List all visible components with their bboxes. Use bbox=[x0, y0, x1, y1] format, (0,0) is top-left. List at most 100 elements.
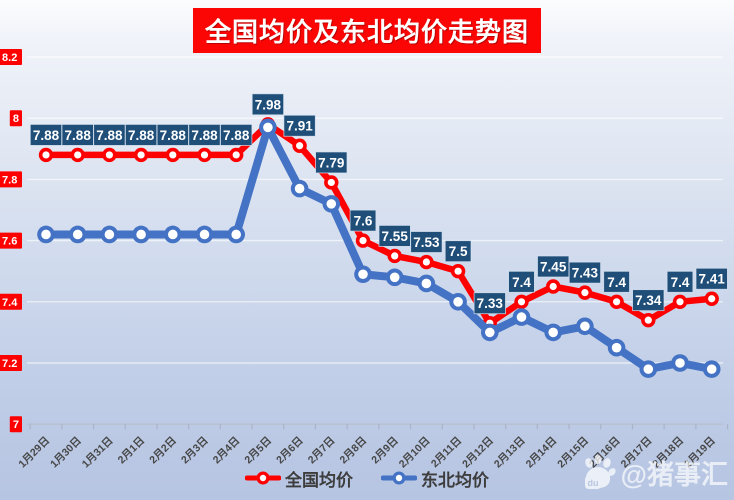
x-axis-label: 2月8日 bbox=[338, 435, 370, 467]
national-point-center bbox=[613, 298, 621, 306]
data-label-box bbox=[349, 209, 377, 232]
national-point-center bbox=[232, 151, 240, 159]
x-axis-label: 1月29日 bbox=[16, 435, 52, 471]
y-tick-label: 7.4 bbox=[2, 297, 18, 309]
national-point-center bbox=[137, 151, 145, 159]
data-label-box bbox=[315, 151, 348, 174]
northeast-point-center bbox=[72, 229, 83, 240]
data-label-box bbox=[283, 114, 316, 137]
legend: 全国均价 东北均价 bbox=[0, 466, 734, 490]
northeast-series bbox=[37, 118, 721, 378]
y-tick-label: 7.6 bbox=[2, 236, 17, 248]
x-axis-label: 2月7日 bbox=[306, 435, 338, 467]
y-tick-badge bbox=[0, 293, 22, 310]
x-axis-label: 1月31日 bbox=[80, 435, 116, 471]
national-point-center bbox=[391, 252, 399, 260]
data-label-box bbox=[603, 270, 630, 293]
data-label-box bbox=[632, 289, 665, 312]
data-label-box bbox=[568, 261, 602, 284]
data-label: 7.53 bbox=[413, 235, 440, 250]
legend-item-northeast: 东北均价 bbox=[381, 466, 489, 491]
y-tick-badge bbox=[9, 110, 22, 127]
northeast-point-center bbox=[104, 229, 115, 240]
national-point-center bbox=[581, 289, 589, 297]
legend-label-northeast: 东北均价 bbox=[421, 470, 489, 490]
x-axis-label: 2月13日 bbox=[492, 435, 528, 471]
data-label: 7.4 bbox=[607, 275, 626, 290]
northeast-point-center bbox=[263, 122, 273, 133]
national-point-center bbox=[676, 298, 684, 306]
data-label: 7.88 bbox=[223, 128, 250, 143]
data-labels: 7.88 7.88 7.88 7.88 7.88 7.88 7.88 7.98 7.91 7.79… bbox=[29, 93, 728, 315]
northeast-point-center bbox=[421, 278, 432, 289]
northeast-point-center bbox=[199, 229, 210, 240]
national-point-center bbox=[359, 237, 367, 245]
national-point-center bbox=[296, 142, 304, 150]
data-label-box bbox=[508, 270, 535, 293]
x-axis-label: 1月30日 bbox=[48, 435, 84, 471]
data-label: 7.98 bbox=[255, 97, 282, 112]
x-axis bbox=[27, 423, 729, 430]
national-point-center bbox=[74, 151, 82, 159]
national-point-center bbox=[454, 267, 462, 275]
y-axis-labels: 8.2 8 7.8 7.6 7.4 7.2 7 bbox=[0, 49, 22, 433]
northeast-point-center bbox=[548, 327, 558, 338]
data-label: 7.41 bbox=[699, 272, 726, 287]
northeast-point-center bbox=[611, 342, 622, 353]
legend-label-national: 全国均价 bbox=[285, 470, 353, 490]
data-label-box bbox=[410, 231, 443, 253]
northeast-point-center bbox=[485, 327, 495, 338]
y-tick-label: 8.2 bbox=[2, 52, 17, 64]
data-label-box bbox=[251, 93, 284, 116]
x-axis-label: 2月6日 bbox=[274, 435, 306, 467]
x-axis-label: 2月17日 bbox=[619, 435, 655, 471]
northeast-point-center bbox=[389, 272, 400, 283]
data-label: 7.6 bbox=[354, 214, 373, 229]
x-axis-label: 2月1日 bbox=[116, 435, 148, 467]
northeast-point-center bbox=[675, 358, 685, 368]
national-point-center bbox=[105, 151, 113, 159]
national-series bbox=[38, 117, 719, 331]
data-label-box bbox=[444, 240, 472, 263]
data-label-box bbox=[695, 267, 728, 290]
data-label: 7.88 bbox=[191, 128, 218, 143]
data-label: 7.45 bbox=[540, 260, 567, 275]
data-label-box bbox=[473, 292, 506, 315]
x-axis-label: 2月18日 bbox=[650, 435, 686, 471]
y-tick-label: 7.8 bbox=[2, 174, 17, 186]
northeast-point-center bbox=[294, 183, 305, 194]
data-label: 7.55 bbox=[382, 229, 409, 244]
data-label: 7.88 bbox=[96, 128, 123, 143]
data-label: 7.5 bbox=[449, 244, 468, 259]
national-point-center bbox=[169, 151, 177, 159]
national-point-center bbox=[327, 178, 335, 187]
y-tick-badge bbox=[0, 355, 22, 371]
x-axis-label: 2月4日 bbox=[211, 435, 243, 467]
national-point-center bbox=[708, 295, 716, 303]
data-label: 7.79 bbox=[318, 155, 344, 170]
northeast-point-center bbox=[326, 199, 337, 209]
data-label: 7.91 bbox=[286, 119, 313, 134]
data-label: 7.88 bbox=[33, 128, 60, 143]
x-axis-label: 2月19日 bbox=[682, 435, 718, 471]
national-point-center bbox=[644, 316, 652, 324]
y-tick-badge bbox=[0, 49, 22, 65]
data-label: 7.88 bbox=[128, 128, 155, 143]
northeast-point-center bbox=[706, 364, 717, 374]
y-tick-label: 7.2 bbox=[2, 358, 17, 370]
northeast-line-marker-icon bbox=[381, 471, 417, 485]
national-line-marker-icon bbox=[245, 471, 281, 485]
northeast-point-center bbox=[168, 229, 178, 240]
x-axis-label: 2月14日 bbox=[524, 435, 560, 471]
data-label: 7.33 bbox=[477, 296, 504, 311]
national-point-center bbox=[517, 298, 526, 306]
data-label: 7.34 bbox=[635, 293, 662, 308]
northeast-point-center bbox=[516, 312, 527, 322]
northeast-point-center bbox=[358, 269, 368, 280]
northeast-point-center bbox=[41, 229, 51, 240]
northeast-point-center bbox=[580, 321, 590, 332]
data-label-box bbox=[666, 270, 694, 293]
